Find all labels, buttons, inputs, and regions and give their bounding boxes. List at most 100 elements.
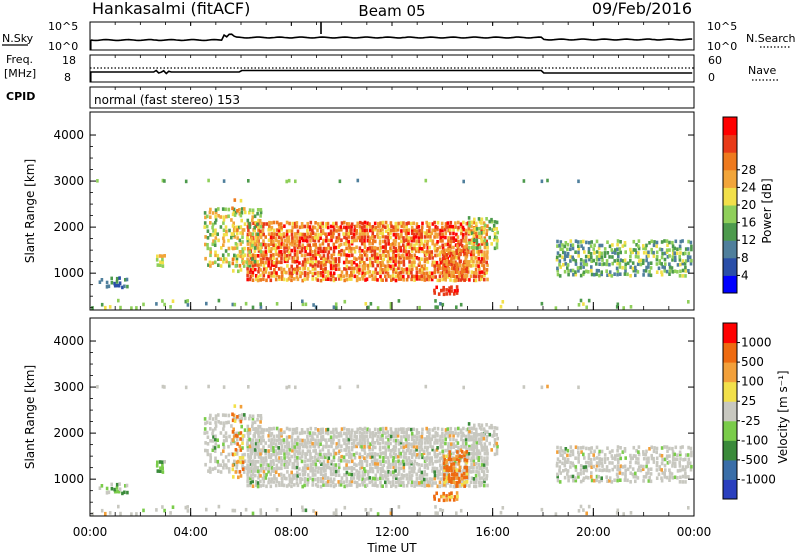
power-cell <box>268 220 271 225</box>
velocity-cell <box>246 438 250 443</box>
power-cell <box>384 220 388 225</box>
power-cell <box>441 225 444 230</box>
power-cell <box>657 266 661 271</box>
power-cell <box>247 179 250 183</box>
power-cell <box>212 239 215 243</box>
velocity-cell <box>391 459 395 463</box>
velocity-cell <box>488 425 491 430</box>
power-cell <box>469 229 473 233</box>
power-cell <box>571 243 575 247</box>
velocity-cell <box>473 484 476 489</box>
velocity-cell <box>374 445 377 450</box>
velocity-cell <box>407 434 411 438</box>
velocity-cell <box>577 456 580 461</box>
power-cell <box>413 228 416 233</box>
power-cell <box>251 215 254 219</box>
velocity-cell <box>301 442 304 447</box>
power-cell <box>438 266 441 271</box>
velocity-cell <box>368 445 371 449</box>
power-cell <box>290 248 294 253</box>
velocity-cell <box>441 438 444 442</box>
power-cell <box>335 224 338 229</box>
velocity-cell <box>267 477 271 481</box>
power-cell <box>679 262 682 267</box>
velocity-cell <box>368 428 371 432</box>
power-cell <box>248 210 251 215</box>
velocity-cell <box>269 462 272 467</box>
power-cell <box>105 285 109 289</box>
power-cell <box>449 239 453 244</box>
power-cell <box>610 248 614 252</box>
power-cell <box>631 261 635 265</box>
velocity-cell <box>430 477 434 482</box>
power-cell <box>405 242 409 247</box>
power-cell <box>359 228 362 233</box>
power-cell <box>444 264 447 268</box>
velocity-cell <box>482 470 486 474</box>
power-cell <box>243 246 246 251</box>
power-cell <box>566 266 569 270</box>
power-cell <box>392 259 395 264</box>
power-cell <box>425 229 429 233</box>
velocity-cell <box>320 435 323 439</box>
power-cell <box>369 228 372 233</box>
velocity-cell <box>235 452 239 456</box>
power-cell <box>676 263 680 267</box>
power-cell <box>238 225 241 230</box>
velocity-cell <box>396 480 400 484</box>
velocity-cell <box>313 477 317 482</box>
power-cell <box>463 251 467 256</box>
velocity-cell <box>483 459 486 464</box>
velocity-cell <box>435 491 438 496</box>
power-cell <box>608 255 611 259</box>
power-cell <box>458 248 461 252</box>
power-cell <box>454 221 457 225</box>
velocity-cell <box>184 505 188 510</box>
velocity-cell <box>305 452 309 456</box>
power-cell <box>308 270 312 274</box>
power-cell <box>431 222 435 226</box>
velocity-cell <box>395 476 398 480</box>
power-cell <box>290 264 293 269</box>
velocity-cell <box>285 438 289 443</box>
velocity-cell <box>486 456 489 460</box>
velocity-cell <box>679 475 682 480</box>
power-cell <box>448 227 452 232</box>
power-cell <box>298 243 301 247</box>
noise-y-top-right: 10^5 <box>707 20 737 33</box>
power-cell <box>361 221 364 226</box>
power-cell <box>332 228 336 232</box>
velocity-cell <box>465 475 469 480</box>
power-cell <box>365 257 369 261</box>
velocity-cell <box>371 469 375 474</box>
velocity-cell <box>637 445 641 449</box>
power-cell <box>300 222 304 226</box>
power-cell <box>348 274 352 278</box>
power-cell <box>327 246 331 250</box>
power-cell <box>301 278 304 283</box>
power-cell <box>623 258 627 263</box>
power-cell <box>580 244 583 248</box>
velocity-cell <box>234 448 238 452</box>
velocity-cell <box>681 480 685 484</box>
velocity-cell <box>405 448 409 453</box>
power-cell <box>311 250 314 254</box>
power-cell <box>438 232 442 236</box>
power-cell <box>340 221 344 225</box>
power-cell <box>311 277 314 281</box>
velocity-cell <box>326 476 330 480</box>
velocity-cell <box>301 473 305 477</box>
power-cell <box>317 225 321 229</box>
velocity-cell <box>262 445 265 449</box>
power-cell <box>429 238 432 243</box>
power-cell <box>314 277 318 281</box>
power-cell <box>457 225 460 230</box>
velocity-cell <box>471 443 474 448</box>
velocity-cell <box>254 469 257 473</box>
power-cell <box>324 249 327 254</box>
velocity-cell <box>259 452 262 456</box>
power-cell <box>447 236 450 240</box>
power-cell <box>209 250 212 254</box>
velocity-cell <box>222 421 225 425</box>
velocity-cell <box>485 438 488 443</box>
